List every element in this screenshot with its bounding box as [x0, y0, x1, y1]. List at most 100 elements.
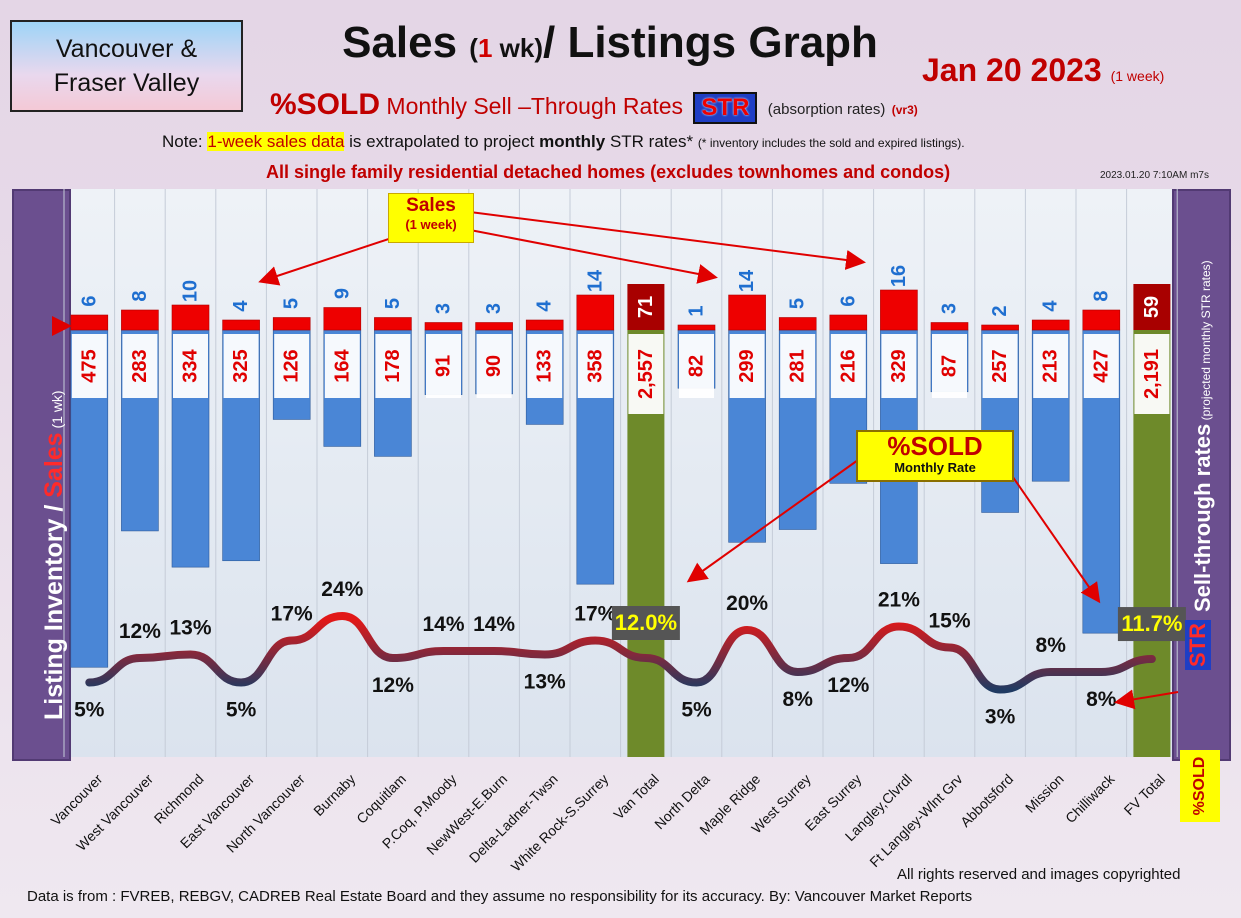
listing-label-box	[628, 334, 664, 414]
listing-value-label: 90	[483, 355, 505, 377]
listing-value-label: 133	[534, 349, 556, 382]
listing-label-box	[274, 334, 310, 398]
total-str-label: 12.0%	[615, 610, 677, 635]
listing-label-box	[375, 334, 411, 398]
listing-label-box	[780, 334, 816, 398]
listing-value-label: 281	[787, 349, 809, 382]
sales-bar	[880, 289, 918, 331]
sales-value-label: 3	[483, 303, 505, 314]
sales-bar	[677, 324, 716, 331]
total-str-box	[611, 606, 680, 640]
note-small: (* inventory includes the sold and expir…	[697, 136, 965, 150]
listing-label-box	[679, 334, 714, 398]
category-label: FV Total	[1121, 771, 1168, 818]
category-label: Van Total	[610, 771, 662, 823]
listing-label-box	[1033, 334, 1069, 398]
left-label-a: Listing Inventory	[40, 511, 68, 720]
sales-callout-sub: (1 week)	[405, 217, 457, 232]
sold-arrow-3	[1114, 689, 1179, 710]
listing-value-label: 257	[989, 349, 1011, 382]
sales-bar	[981, 324, 1019, 331]
listing-label-box	[223, 334, 259, 398]
sold-arrow-2	[1007, 469, 1101, 604]
sales-bar	[829, 314, 868, 331]
str-value-label: 3%	[985, 706, 1016, 729]
str-value-label: 8%	[1086, 688, 1117, 711]
listing-label-box	[527, 334, 563, 398]
sold-callout: %SOLD Monthly Rate	[856, 430, 1014, 482]
sales-callout: Sales (1 week)	[388, 193, 474, 243]
category-label: Mission	[1022, 771, 1067, 816]
note-homes: All single family residential detached h…	[266, 162, 951, 182]
str-line	[85, 611, 1156, 694]
note-line: Note: 1-week sales data is extrapolated …	[162, 132, 965, 152]
listing-value-label: 126	[281, 349, 303, 382]
sales-bar	[424, 322, 463, 331]
subtitle-rates: Monthly Sell –Through Rates	[386, 93, 684, 119]
sales-callout-title: Sales	[406, 195, 456, 216]
sales-arrow-2	[469, 211, 866, 270]
category-label: Abbotsford	[957, 771, 1016, 830]
listing-label-box	[881, 334, 917, 398]
str-value-label: 20%	[726, 592, 768, 615]
str-value-label: 8%	[783, 688, 814, 711]
listing-value-label: 213	[1040, 349, 1062, 382]
rights-note: All rights reserved and images copyright…	[897, 866, 1181, 883]
str-value-label: 5%	[226, 699, 257, 722]
sales-bar	[576, 294, 615, 331]
listing-label-box	[71, 334, 107, 398]
note-highlight: 1-week sales data	[207, 132, 345, 151]
listing-label-box	[122, 334, 158, 398]
listing-value-label: 2,191	[1141, 349, 1163, 399]
listing-value-label: 164	[331, 348, 353, 382]
listing-label-box	[1134, 334, 1170, 414]
sales-value-label: 6	[78, 295, 100, 306]
category-label: White Rock-S.Surrey	[508, 771, 612, 875]
title-part1: Sales	[342, 18, 470, 67]
category-label: Burnaby	[310, 771, 358, 819]
listing-value-label: 325	[230, 349, 252, 382]
sales-value-label: 2	[989, 305, 1011, 316]
sales-bar	[70, 314, 109, 331]
note-mid: is extrapolated to project	[349, 132, 535, 151]
listing-value-label: 427	[1090, 349, 1112, 382]
sales-bar	[930, 322, 969, 331]
listing-label-box	[932, 334, 967, 398]
right-axis-str: STR	[1185, 620, 1211, 670]
listing-label-box	[830, 334, 866, 398]
category-label: Chilliwack	[1062, 770, 1118, 826]
listing-value-label: 87	[939, 355, 961, 377]
str-value-label: 13%	[524, 671, 566, 694]
listing-value-label: 475	[78, 349, 100, 382]
sales-bar	[323, 307, 362, 331]
subtitle: %SOLD Monthly Sell –Through Rates STR (a…	[270, 88, 918, 124]
listing-value-label: 91	[433, 355, 455, 377]
subtitle-str-badge: STR	[693, 91, 758, 124]
total-str-label: 11.7%	[1121, 611, 1182, 636]
sales-bar	[121, 309, 159, 331]
sales-value-label: 4	[534, 300, 556, 312]
sales-value-label: 3	[939, 303, 961, 314]
str-value-label: 14%	[422, 613, 464, 636]
listing-label-box	[426, 334, 461, 398]
note-tail: STR rates*	[609, 132, 694, 151]
listing-value-label: 334	[180, 348, 202, 382]
date-note: (1 week)	[1110, 68, 1165, 84]
sales-bar	[222, 319, 260, 331]
right-label-main: Sell-through rates	[1190, 423, 1215, 612]
sales-value-label: 8	[1090, 290, 1112, 301]
subtitle-version: (vr3)	[891, 103, 918, 117]
listing-label-box	[577, 334, 613, 398]
title-num: 1	[477, 33, 493, 63]
sales-bar	[728, 294, 766, 331]
category-label: Ft Langley-Wlnt Grv	[866, 771, 965, 870]
sales-value-label: 5	[382, 298, 404, 309]
left-label-c: (1 wk)	[49, 390, 65, 433]
note-bold: monthly	[539, 132, 606, 151]
sold-callout-title: %SOLD	[887, 431, 983, 461]
str-value-label: 5%	[681, 699, 712, 722]
chart-title: Sales (1 wk)/ Listings Graph	[250, 18, 970, 68]
sales-value-label: 9	[331, 288, 353, 299]
title-paren-open: (	[469, 33, 478, 63]
